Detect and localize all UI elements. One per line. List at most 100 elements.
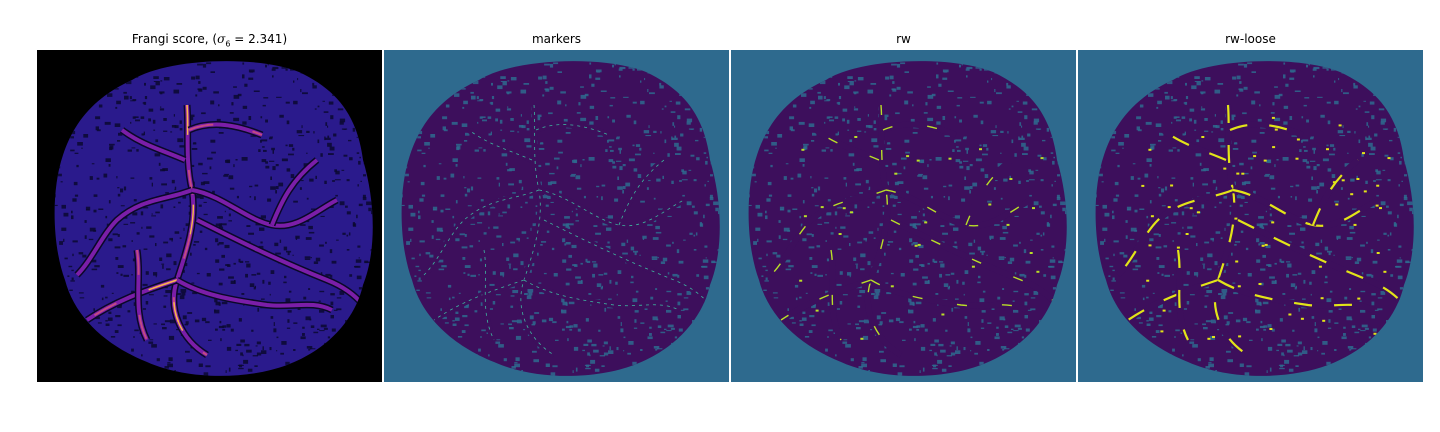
texture-speck [586,260,591,263]
texture-speck [761,275,764,277]
segment-spot [815,309,819,312]
texture-speck [982,144,988,147]
texture-speck [1021,125,1023,128]
texture-speck [267,198,272,202]
texture-speck [1371,115,1375,120]
texture-speck [814,205,819,207]
texture-speck [693,234,696,237]
texture-speck [457,336,463,338]
texture-speck [811,193,815,197]
texture-speck [1203,168,1209,171]
texture-speck [1403,197,1408,201]
texture-speck [857,130,862,132]
texture-speck [244,83,248,87]
texture-speck [876,195,881,199]
texture-speck [183,227,185,231]
texture-speck [912,282,917,286]
texture-speck [1149,164,1152,167]
texture-speck [1051,245,1055,248]
texture-speck [1164,216,1169,219]
texture-speck [189,114,195,117]
texture-speck [169,319,175,324]
marker-trace [423,189,540,276]
texture-speck [250,135,256,137]
texture-speck [332,180,335,182]
texture-speck [607,215,613,219]
texture-speck [76,164,79,168]
texture-speck [1313,166,1317,171]
texture-speck [162,264,164,269]
texture-speck [1003,318,1006,321]
texture-speck [1058,260,1063,264]
texture-speck [312,85,317,89]
texture-speck [857,305,861,308]
texture-speck [868,186,871,190]
segmented-vessel [1311,159,1359,226]
texture-speck [1322,158,1329,162]
texture-speck [1276,159,1279,161]
texture-speck [853,91,859,94]
segment-spot [1373,332,1377,335]
texture-speck [455,311,459,314]
texture-speck [197,63,203,66]
texture-speck [952,245,958,250]
texture-speck [272,66,279,70]
texture-speck [182,315,187,320]
segmented-vessel [870,279,1027,311]
texture-speck [942,69,949,73]
texture-speck [591,83,595,87]
texture-speck [620,322,622,326]
texture-speck [861,363,867,368]
texture-speck [703,275,709,280]
texture-speck [161,183,167,186]
texture-speck [529,195,534,199]
texture-speck [883,164,889,167]
texture-speck [194,319,200,323]
texture-speck [151,182,153,187]
texture-speck [1354,331,1360,334]
texture-speck [295,237,298,240]
texture-speck [214,309,220,314]
texture-speck [647,336,653,340]
texture-speck [526,295,532,300]
texture-speck [240,339,245,343]
texture-speck [273,322,275,326]
texture-speck [357,184,359,187]
texture-speck [251,329,254,332]
texture-speck [1184,248,1189,250]
texture-speck [848,153,855,157]
texture-speck [765,269,768,272]
texture-speck [253,286,256,290]
texture-speck [510,77,517,81]
texture-speck [1346,316,1352,321]
texture-speck [1285,343,1291,347]
texture-speck [327,336,331,339]
texture-speck [246,225,251,227]
texture-speck [114,88,119,90]
texture-speck [1196,243,1198,247]
texture-speck [1354,131,1356,134]
texture-speck [218,132,224,134]
texture-speck [1220,237,1223,239]
texture-speck [142,102,145,104]
texture-speck [1341,336,1347,340]
texture-speck [1200,108,1206,111]
texture-speck [133,199,137,202]
texture-speck [1243,172,1249,175]
texture-speck [887,244,890,246]
texture-speck [565,104,567,107]
texture-speck [970,350,972,352]
texture-speck [164,320,171,323]
texture-speck [163,295,168,297]
texture-speck [262,346,264,351]
texture-speck [943,196,946,198]
texture-speck [1281,339,1286,343]
texture-speck [652,237,659,240]
texture-speck [141,133,145,136]
texture-speck [520,114,522,117]
texture-speck [1333,147,1336,151]
texture-speck [173,89,180,94]
texture-speck [1364,111,1370,113]
texture-speck [922,276,928,279]
texture-speck [1382,128,1389,130]
